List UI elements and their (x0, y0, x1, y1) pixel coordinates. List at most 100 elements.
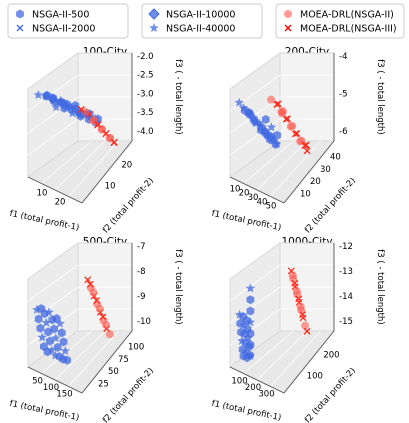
nsga-point (51, 333, 61, 343)
x-axis-label: f1 (total profit-1) (211, 399, 282, 423)
nsga-point (246, 329, 255, 338)
drl-point (282, 115, 290, 123)
x-tick-label: 100 (231, 377, 247, 387)
drl-point (292, 287, 301, 296)
legend-item: NSGA-II-2000 (16, 24, 95, 35)
drl-point (301, 142, 309, 149)
z-axis-label: f3 ( - total length) (375, 249, 385, 324)
moea-drl-series (287, 267, 311, 335)
drl-point (274, 100, 282, 108)
nsga-point (61, 101, 70, 111)
nsga-point (245, 283, 256, 293)
drl-point (84, 276, 92, 284)
y-axis-line (81, 330, 133, 394)
nsga-point (59, 354, 67, 364)
grid-line (27, 74, 79, 112)
legend-marker-icon (16, 24, 24, 32)
axes-lines (229, 53, 335, 204)
drl-point (293, 129, 301, 137)
nsga-point (52, 314, 61, 323)
x-axis-line (27, 176, 83, 204)
marker-stroke (284, 24, 292, 32)
nsga-series (234, 97, 282, 149)
nsga-point (50, 350, 61, 360)
nsga-point (266, 122, 277, 132)
nsga-point (54, 97, 65, 107)
z-tick-label: -14 (339, 292, 353, 302)
nsga-point (46, 345, 57, 355)
nsga-point (257, 125, 265, 135)
drl-point (301, 321, 310, 330)
drl-point (288, 271, 297, 280)
nsga-point (250, 117, 260, 127)
grid-line (68, 140, 119, 197)
grid-line (41, 140, 92, 184)
nsga-point (33, 90, 44, 99)
legend-marker-icon (149, 23, 159, 32)
z-axis-label: f3 ( - total length) (375, 59, 385, 134)
legend-item: MOEA-DRL(NSGA-II) (284, 10, 394, 21)
legend-label: NSGA-II-40000 (166, 24, 235, 35)
grid-line (229, 308, 281, 346)
z-tick-label: -3.0 (137, 89, 154, 99)
x-axis-line (229, 176, 285, 204)
moea-drl-series (77, 105, 118, 147)
nsga-point (34, 314, 43, 324)
x-tick-label: 20 (55, 197, 66, 207)
legend-item: NSGA-II-10000 (148, 8, 235, 21)
drl-point (278, 109, 287, 118)
axis-panes (27, 52, 134, 204)
z-tick-label: -4 (339, 52, 347, 62)
x-axis-line (27, 366, 83, 394)
y-tick-label: 10 (300, 190, 311, 200)
y-tick-label: 100 (307, 371, 323, 381)
drl-point (77, 105, 85, 113)
grid-line (256, 140, 308, 191)
marker-stroke (99, 313, 107, 321)
marker-stroke (86, 280, 94, 288)
grid-line (270, 330, 321, 387)
nsga-point (246, 295, 255, 305)
legend-item: NSGA-II-500 (16, 9, 89, 21)
legend-item: NSGA-II-40000 (149, 23, 235, 35)
drl-point (102, 321, 111, 330)
nsga-point (57, 328, 66, 338)
axes-lines (27, 243, 133, 394)
nsga-point (36, 323, 45, 333)
legend-marker-icon (16, 9, 24, 19)
x-tick-label: 10 (230, 184, 241, 194)
nsga-point (44, 327, 52, 337)
z-tick-label: -7 (137, 242, 145, 252)
marker-stroke (303, 147, 311, 155)
drl-point (86, 280, 94, 288)
marker-stroke (110, 138, 118, 146)
y-tick-label: 20 (310, 177, 321, 187)
drl-point (81, 107, 90, 116)
x-tick-label: 40 (257, 197, 268, 207)
x-tick-label: 100 (43, 383, 59, 393)
legend-frame (7, 3, 129, 39)
nsga-point (59, 337, 68, 347)
marker-stroke (94, 121, 102, 129)
x-axis-line (229, 366, 285, 394)
drl-point (295, 295, 303, 303)
nsga-series (32, 304, 71, 365)
axes-lines (27, 53, 133, 204)
nsga-point (271, 139, 280, 149)
y-tick-label: 30 (320, 165, 331, 175)
axis-panes (229, 52, 336, 204)
y-tick-label: 200 (323, 351, 339, 361)
nsga-point (246, 306, 255, 316)
drl-point (99, 313, 107, 321)
legend-item: MOEA-DRL(NSGA-III) (284, 24, 397, 35)
nsga-point (43, 347, 52, 357)
z-tick-label: -12 (339, 242, 353, 252)
marker-stroke (84, 276, 92, 284)
marker-stroke (292, 130, 299, 138)
z-tick-label: -3.5 (137, 108, 154, 118)
grid-line (54, 330, 106, 381)
nsga-point (53, 342, 62, 352)
